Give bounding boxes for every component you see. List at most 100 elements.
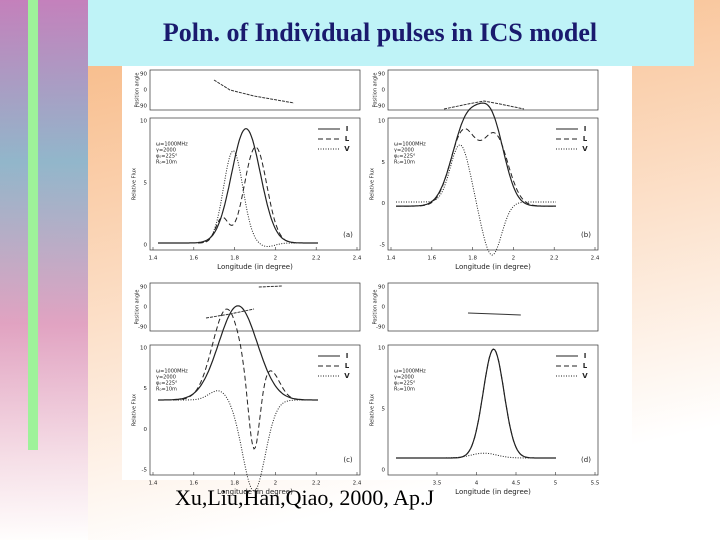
flux-tick-label: 10 xyxy=(378,119,385,125)
legend-label: V xyxy=(344,145,350,153)
pa-axis-label: Position angle xyxy=(135,73,141,108)
pa-tick-label: -90 xyxy=(138,104,147,110)
legend-label: L xyxy=(345,362,350,370)
x-axis-label: Longitude (in degree) xyxy=(455,263,531,271)
flux-tick-label: 5 xyxy=(382,407,386,413)
panel-label: (c) xyxy=(343,456,353,464)
legend-label: L xyxy=(345,135,350,143)
flux-tick-label: -5 xyxy=(380,243,386,249)
legend-label: V xyxy=(582,372,588,380)
flux-frame xyxy=(149,117,361,251)
legend-label: I xyxy=(584,352,587,360)
x-tick-label: 2 xyxy=(274,256,278,262)
panel-label: (a) xyxy=(343,231,353,239)
x-tick-label: 5.5 xyxy=(591,481,600,487)
param: R₀=10m xyxy=(156,387,177,393)
param: ω=1000MHz xyxy=(156,142,188,148)
flux-axis-label: Relative Flux xyxy=(132,168,138,200)
x-tick-label: 1.4 xyxy=(149,256,158,262)
param: γ=2000 xyxy=(394,375,414,381)
pa-frame xyxy=(387,282,599,332)
pa-tick-label: 90 xyxy=(378,72,385,78)
figure xyxy=(122,66,632,480)
x-tick-label: 2 xyxy=(274,481,278,487)
flux-tick-label: 0 xyxy=(144,243,148,249)
flux-tick-label: 10 xyxy=(140,346,147,352)
flux-tick-label: 10 xyxy=(140,119,147,125)
x-tick-label: 4 xyxy=(475,481,479,487)
param: φ₀=225° xyxy=(394,154,416,160)
pa-tick-label: -90 xyxy=(376,104,385,110)
pa-tick-label: -90 xyxy=(138,325,147,331)
x-tick-label: 2.4 xyxy=(353,256,362,262)
pa-curve xyxy=(213,79,295,104)
flux-axis-label: Relative Flux xyxy=(370,394,376,426)
param: γ=2000 xyxy=(156,375,176,381)
legend-label: V xyxy=(344,372,350,380)
x-tick-label: 1.6 xyxy=(427,256,436,262)
x-tick-label: 1.8 xyxy=(230,256,239,262)
curve-v xyxy=(396,452,556,459)
x-tick-label: 1.8 xyxy=(230,481,239,487)
texture-strip xyxy=(0,0,88,540)
param: φ₀=225° xyxy=(156,381,178,387)
param: R₀=10m xyxy=(156,160,177,166)
x-tick-label: 1.6 xyxy=(189,256,198,262)
slide-title: Poln. of Individual pulses in ICS model xyxy=(163,18,597,47)
legend-label: I xyxy=(346,125,349,133)
pa-curve xyxy=(443,100,525,110)
param: φ₀=225° xyxy=(156,154,178,160)
x-tick-label: 2.4 xyxy=(353,481,362,487)
legend-label: V xyxy=(582,145,588,153)
citation: Xu,Liu,Han,Qiao, 2000, Ap.J xyxy=(175,485,435,510)
pa-curve xyxy=(467,312,521,316)
x-tick-label: 1.8 xyxy=(468,256,477,262)
curve-l xyxy=(158,146,318,244)
pa-tick-label: 0 xyxy=(144,305,148,311)
pa-curve xyxy=(258,285,283,288)
x-tick-label: 1.4 xyxy=(387,256,396,262)
flux-axis-label: Relative Flux xyxy=(370,168,376,200)
pa-tick-label: 0 xyxy=(382,305,386,311)
title-box xyxy=(88,0,694,66)
pa-tick-label: 90 xyxy=(140,72,147,78)
pa-frame xyxy=(387,69,599,111)
pa-frame xyxy=(149,69,361,111)
curve-v xyxy=(396,144,556,256)
panel-label: (b) xyxy=(581,231,591,239)
x-axis-label: Longitude (in degree) xyxy=(455,488,531,496)
param: R₀=10m xyxy=(394,387,415,393)
flux-frame xyxy=(387,344,599,476)
x-tick-label: 5 xyxy=(554,481,558,487)
x-tick-label: 1.6 xyxy=(189,481,198,487)
flux-tick-label: 0 xyxy=(382,201,386,207)
pa-axis-label: Position angle xyxy=(373,290,379,325)
x-tick-label: 2.2 xyxy=(312,481,321,487)
pa-tick-label: -90 xyxy=(376,325,385,331)
legend-label: L xyxy=(583,135,588,143)
x-tick-label: 4.5 xyxy=(512,481,521,487)
pa-axis-label: Position angle xyxy=(135,290,141,325)
curve-l xyxy=(396,128,556,207)
param: γ=2000 xyxy=(156,148,176,154)
flux-frame xyxy=(387,117,599,251)
panel-label: (d) xyxy=(581,456,591,464)
pa-tick-label: 0 xyxy=(382,88,386,94)
pa-axis-label: Position angle xyxy=(373,73,379,108)
x-tick-label: 1.4 xyxy=(149,481,158,487)
flux-tick-label: -5 xyxy=(142,468,148,474)
x-axis-label: Longitude (in degree) xyxy=(217,263,293,271)
param: ω=1000MHz xyxy=(394,142,426,148)
curve-v xyxy=(158,150,318,247)
x-tick-label: 2.2 xyxy=(312,256,321,262)
param: ω=1000MHz xyxy=(394,369,426,375)
flux-tick-label: 5 xyxy=(144,386,148,392)
flux-axis-label: Relative Flux xyxy=(132,394,138,426)
pa-frame xyxy=(149,282,361,332)
param: R₀=10m xyxy=(394,160,415,166)
param: φ₀=225° xyxy=(394,381,416,387)
green-bar xyxy=(28,0,38,450)
pa-tick-label: 90 xyxy=(378,285,385,291)
pa-tick-label: 90 xyxy=(140,285,147,291)
